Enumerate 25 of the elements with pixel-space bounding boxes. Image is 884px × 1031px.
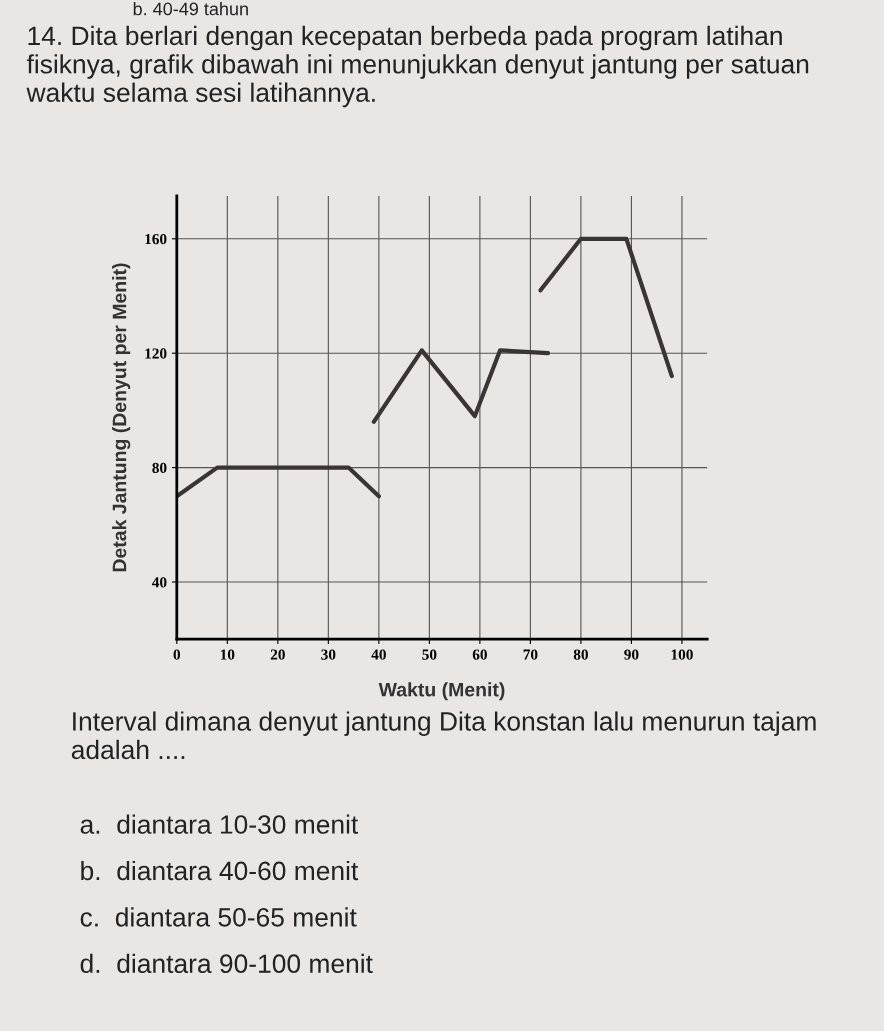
x-tick-label: 60 (472, 649, 487, 660)
x-tick-label: 20 (270, 649, 285, 660)
x-tick-label: 30 (321, 649, 336, 660)
text: b. diantara 40-60 menit (81, 860, 359, 881)
y-axis-title: Detak Jantung (Denyut per Menit) (112, 263, 131, 572)
text: Interval dimana denyut jantung Dita konstan lalu menurun tajam adalah .... (71, 711, 816, 760)
x-tick-label: 40 (371, 649, 386, 660)
y-tick-label: 40 (152, 577, 167, 588)
x-tick-label: 80 (573, 649, 588, 660)
text: a. diantara 10-30 menit (80, 814, 359, 834)
text: b. 40-49 tahun (133, 2, 248, 16)
y-tick-label: 80 (152, 462, 167, 474)
x-tick-label: 50 (422, 649, 437, 660)
x-tick-label: 70 (523, 649, 538, 660)
text: d. diantara 90-100 menit (80, 953, 373, 974)
line-series (371, 348, 551, 424)
text: c. diantara 50-65 menit (80, 907, 357, 927)
x-tick-label: 0 (173, 649, 181, 660)
x-tick-label: 10 (220, 649, 235, 660)
chart-title: 14. Dita berlari dengan kecepatan berbeda pada program latihan fisiknya, grafik dibawah ini menunjukkan denyut jantung per satuan waktu selama sesi latihannya. (26, 25, 809, 108)
x-tick-label: 100 (671, 649, 693, 660)
y-tick-label: 120 (145, 348, 167, 359)
y-tick-label: 160 (145, 233, 167, 245)
x-tick-label: 90 (624, 649, 639, 660)
x-axis-title: Waktu (Menit) (378, 682, 505, 701)
